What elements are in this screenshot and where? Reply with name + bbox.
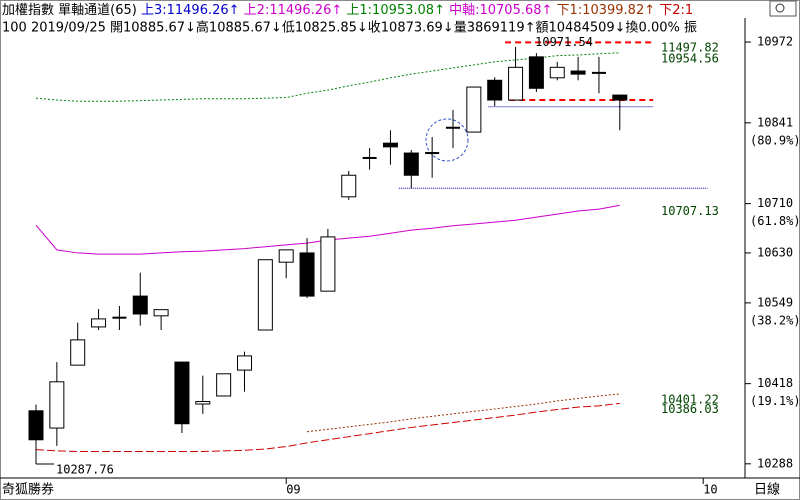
y-tick-label: 10418 <box>757 376 793 390</box>
candle-body <box>195 401 211 405</box>
header-item: 下1:10399.82↑ <box>557 3 660 18</box>
channel-value-label: 11497.82 <box>661 41 719 55</box>
candle-body <box>174 361 190 425</box>
fib-label: (80.9%) <box>750 133 800 147</box>
x-tick-label: 09 <box>286 483 300 497</box>
window-button[interactable] <box>769 0 797 17</box>
candle-body <box>299 252 315 297</box>
candle-body <box>91 318 107 328</box>
y-tick-label: 10972 <box>757 35 793 49</box>
candle-body <box>49 381 65 429</box>
candle-body <box>570 70 586 75</box>
candle-body <box>320 236 336 292</box>
low-label: 10287.76 <box>56 462 114 476</box>
header-item: 加權指數 單軸通道(65) <box>2 3 141 18</box>
fib-label: (19.1%) <box>750 394 800 408</box>
candle-body <box>612 94 628 101</box>
header-item: 上2:11496.26↑ <box>244 3 347 18</box>
candle-body <box>382 142 398 148</box>
y-tick-label: 10710 <box>757 196 793 210</box>
y-tick-label: 10549 <box>757 295 793 309</box>
candle-body <box>70 339 86 366</box>
header-item: 下2:1 <box>659 3 693 18</box>
candle-body <box>549 66 565 79</box>
candle-body <box>466 86 482 133</box>
candle-body <box>132 295 148 315</box>
candle-body <box>28 410 44 441</box>
channel-line <box>306 393 620 433</box>
channel-value-label: 10954.56 <box>661 51 719 65</box>
channel-line <box>35 52 620 102</box>
channel-value-label: 10707.13 <box>661 204 719 218</box>
hline-label: 10971.54 <box>535 35 593 49</box>
channel-value-label: 10386.03 <box>661 402 719 416</box>
candle-body <box>341 174 357 198</box>
candle-body <box>487 79 503 101</box>
drawn-circle <box>425 118 469 162</box>
candle-body <box>403 152 419 176</box>
header-item: 上1:10953.08↑ <box>346 3 449 18</box>
candle-body <box>153 309 169 317</box>
header-item: 上3:11496.26↑ <box>141 3 244 18</box>
period: 日線 <box>754 482 780 498</box>
brand: 奇狐勝券 <box>2 482 54 498</box>
x-tick-label: 10 <box>703 483 717 497</box>
candle-body <box>237 355 252 371</box>
y-tick-label: 10630 <box>757 245 793 259</box>
candle-body <box>257 259 273 331</box>
channel-value-label: 10401.22 <box>661 393 719 407</box>
icon <box>775 3 785 13</box>
y-tick-label: 10841 <box>757 115 793 129</box>
header-line1: 加權指數 單軸通道(65) 上3:11496.26↑ 上2:11496.26↑ … <box>2 3 693 18</box>
header-item: 中軸:10705.68↑ <box>449 3 556 18</box>
candle-body <box>528 56 544 89</box>
y-tick-label: 10288 <box>757 456 793 470</box>
candle-body <box>508 66 524 101</box>
channel-line <box>35 402 620 452</box>
fib-label: (61.8%) <box>750 214 800 228</box>
fib-label: (38.2%) <box>750 313 800 327</box>
candle-body <box>216 373 232 397</box>
header-line2: 100 2019/09/25 開10885.67↓高10885.67↓低1082… <box>2 20 697 36</box>
candle-body <box>278 249 294 263</box>
